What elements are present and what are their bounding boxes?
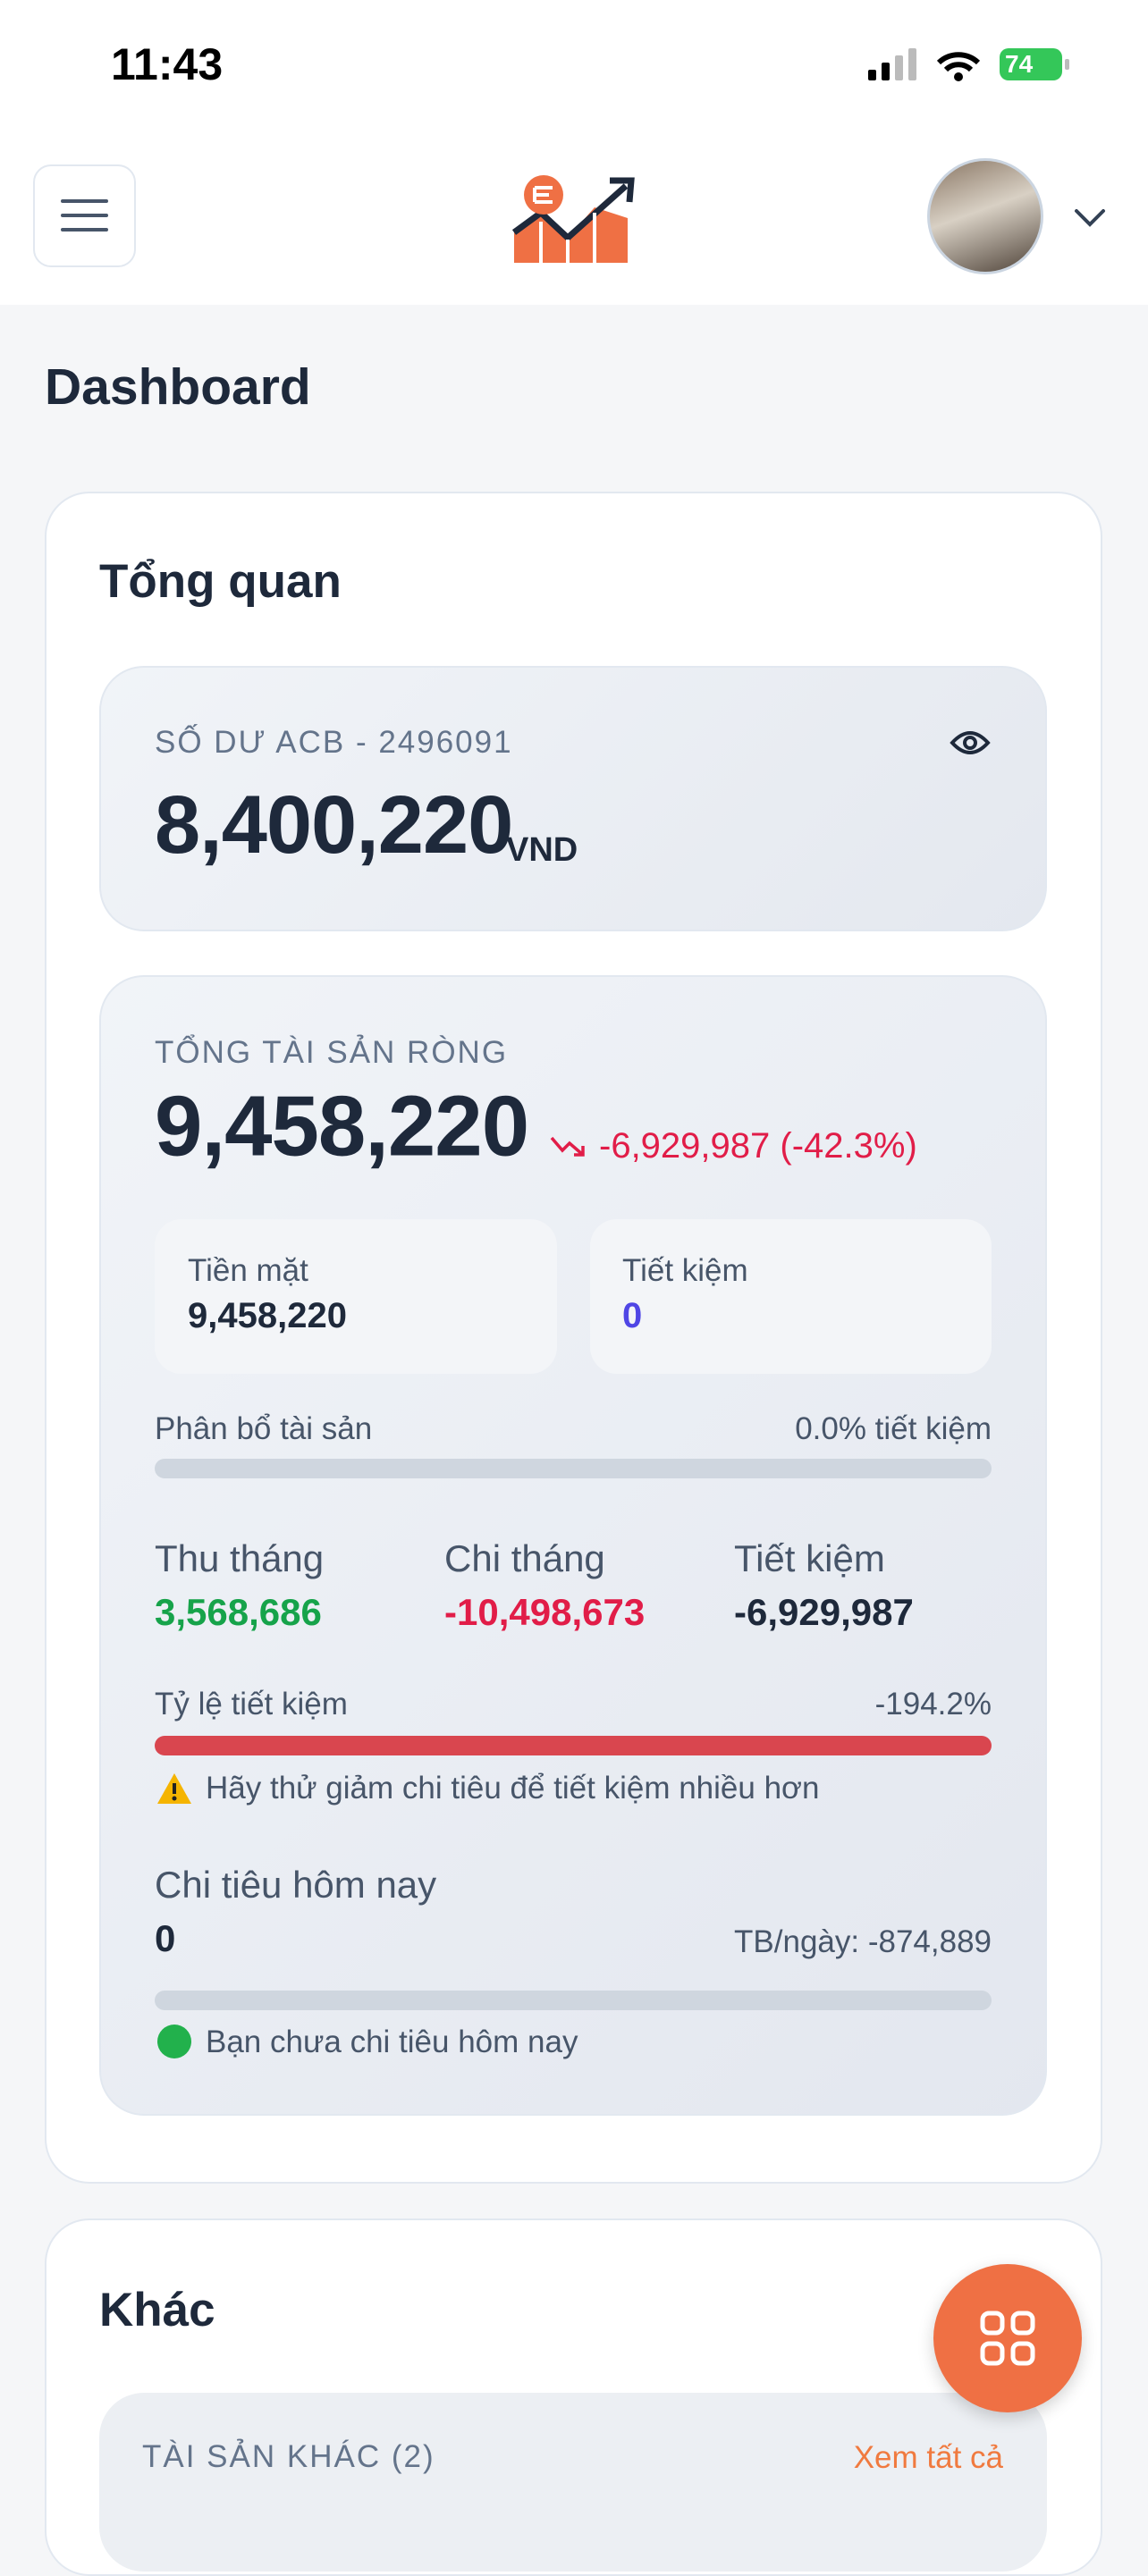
balance-amount: 8,400,220 bbox=[155, 779, 513, 871]
balance-label: SỐ DƯ ACB - 2496091 bbox=[155, 725, 513, 760]
daily-average: TB/ngày: -874,889 bbox=[734, 1924, 992, 1959]
allocation-bar bbox=[155, 1459, 992, 1478]
net-savings-value: -6,929,987 bbox=[734, 1590, 914, 1633]
today-label: Chi tiêu hôm nay bbox=[155, 1863, 437, 1906]
allocation-value: 0.0% tiết kiệm bbox=[795, 1411, 992, 1446]
trend-down-icon bbox=[550, 1136, 585, 1157]
toggle-visibility[interactable] bbox=[950, 728, 991, 758]
cash-label: Tiền mặt bbox=[188, 1253, 308, 1288]
savings-box bbox=[590, 1219, 992, 1374]
menu-icon bbox=[61, 199, 108, 232]
allocation-label: Phân bổ tài sản bbox=[155, 1411, 373, 1446]
status-icons bbox=[868, 48, 1069, 81]
savings-rate-label: Tỷ lệ tiết kiệm bbox=[155, 1687, 348, 1722]
account-dropdown[interactable] bbox=[1073, 206, 1107, 231]
warning-icon bbox=[157, 1773, 191, 1804]
menu-button[interactable] bbox=[33, 164, 136, 267]
balance-currency: VND bbox=[506, 831, 578, 870]
battery-level: 74 bbox=[1005, 50, 1034, 79]
status-dot bbox=[157, 2025, 191, 2058]
today-bar bbox=[155, 1991, 992, 2010]
page: Dashboard html, body { margin: 0; paddin… bbox=[33, 39, 1107, 2576]
income-label: Thu tháng bbox=[155, 1536, 325, 1579]
today-value: 0 bbox=[155, 1916, 175, 1959]
balance-box bbox=[99, 666, 1047, 931]
expense-value: -10,498,673 bbox=[444, 1590, 646, 1633]
status-time: 11:43 bbox=[111, 39, 224, 89]
today-status: Bạn chưa chi tiêu hôm nay bbox=[206, 2025, 578, 2059]
other-assets-label: TÀI SẢN KHÁC (2) bbox=[142, 2439, 435, 2474]
see-all-link[interactable]: Xem tất cả bbox=[853, 2440, 1003, 2475]
other-assets-box bbox=[99, 2393, 1047, 2572]
page-title: Dashboard bbox=[45, 358, 311, 416]
net-worth-box bbox=[99, 975, 1047, 2116]
screen: 11:43 74 Dashboard Tổng quan SỐ DƯ ACB -… bbox=[33, 39, 1107, 2576]
savings-rate-bar bbox=[155, 1736, 992, 1755]
net-worth-label: TỔNG TÀI SẢN RÒNG bbox=[155, 1035, 509, 1070]
cash-value: 9,458,220 bbox=[188, 1296, 347, 1335]
net-savings-label: Tiết kiệm bbox=[734, 1536, 885, 1579]
cash-box bbox=[155, 1219, 557, 1374]
savings-label: Tiết kiệm bbox=[622, 1253, 748, 1288]
savings-value: 0 bbox=[622, 1296, 643, 1335]
expense-label: Chi tháng bbox=[444, 1536, 605, 1579]
savings-rate-value: -194.2% bbox=[874, 1687, 992, 1722]
quick-actions-button[interactable] bbox=[933, 2264, 1082, 2412]
app-logo bbox=[511, 175, 635, 263]
card-title: Tổng quan bbox=[99, 555, 342, 609]
warning-text: Hãy thử giảm chi tiêu để tiết kiệm nhiều… bbox=[206, 1771, 820, 1806]
grid-icon bbox=[980, 2311, 1035, 2366]
other-title: Khác bbox=[99, 2284, 215, 2337]
net-worth-amount: 9,458,220 bbox=[155, 1078, 529, 1174]
income-value: 3,568,686 bbox=[155, 1590, 322, 1633]
net-worth-change: -6,929,987 (-42.3%) bbox=[599, 1126, 917, 1166]
user-avatar[interactable] bbox=[927, 158, 1043, 274]
